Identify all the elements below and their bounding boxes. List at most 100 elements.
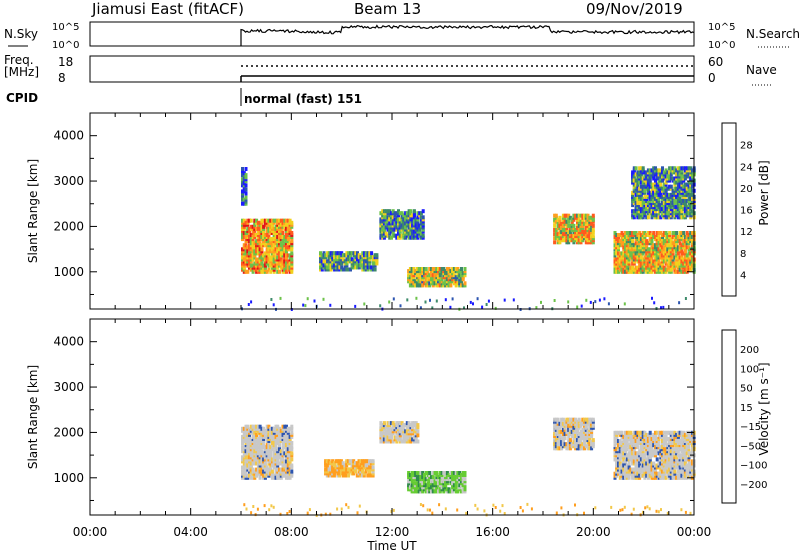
heatmap-cell [682,269,686,274]
heatmap-cell [553,438,557,443]
heatmap-cell [661,471,664,476]
heatmap-cell [382,227,386,232]
heatmap-cell [274,471,278,476]
heatmap-cell [402,429,406,434]
heatmap-cell [244,245,248,250]
heatmap-cell [276,235,280,239]
heatmap-cell [646,461,650,466]
heatmap-cell [431,475,435,480]
heatmap-cell [283,226,287,231]
heatmap-cell [676,255,680,260]
heatmap-cell [272,475,276,480]
heatmap-cell [272,473,276,478]
heatmap-cell [632,269,636,274]
heatmap-cell [251,475,255,480]
heatmap-cell [366,261,370,266]
heatmap-cell [276,243,280,248]
heatmap-cell [636,188,640,193]
heatmap-cell [655,269,659,274]
heatmap-cell [449,475,453,480]
heatmap-cell [627,443,631,448]
heatmap-cell [676,174,680,179]
heatmap-cell [286,222,290,227]
heatmap-cell [428,471,432,475]
heatmap-cell [417,267,421,271]
heatmap-cell [558,429,562,434]
heatmap-cell [454,489,458,494]
heatmap-cell [553,217,557,222]
heatmap-cell [249,457,253,462]
heatmap-cell [283,434,287,439]
heatmap-cell [685,209,689,214]
heatmap-cell [285,249,288,254]
heatmap-cell [558,215,562,220]
heatmap-cell [278,437,281,441]
heatmap-cell [586,417,590,422]
heatmap-cell [624,430,627,435]
heatmap-cell [411,425,415,430]
heatmap-cell [244,451,248,456]
heatmap-cell [638,441,642,445]
heatmap-cell [590,234,594,239]
heatmap-cell [269,231,273,235]
heatmap-cell [400,425,404,430]
heatmap-cell [262,426,266,431]
heatmap-cell [671,471,675,476]
heatmap-cell [414,279,418,284]
heatmap-cell [662,451,666,456]
heatmap-cell [579,446,583,451]
heatmap-cell [563,213,567,218]
heatmap-cell [639,233,643,237]
heatmap-cell [654,245,657,250]
heatmap-cell [251,241,255,246]
heatmap-cell [391,221,395,226]
heatmap-cell [431,269,435,274]
heatmap-cell [631,190,635,195]
heatmap-cell [676,203,680,208]
heatmap-cell [646,457,650,462]
heatmap-cell [286,245,290,250]
heatmap-cell [565,226,569,230]
heatmap-cell [556,226,560,230]
heatmap-cell [671,261,675,266]
heatmap-cell [366,253,370,258]
heatmap-cell [638,170,642,175]
heatmap-cell [242,218,246,223]
heatmap-cell [584,240,588,245]
heatmap-cell [556,446,560,451]
heatmap-cell [691,265,694,270]
heatmap-cell [664,168,668,173]
heatmap-cell [258,231,262,235]
heatmap-cell [276,451,280,456]
heatmap-cell [285,449,288,454]
heatmap-cell [661,213,664,218]
heatmap-cell [288,253,292,258]
heatmap-cell [402,435,406,440]
heatmap-cell [669,461,673,466]
heatmap-cell [417,283,421,288]
heatmap-cell [680,263,684,268]
heatmap-cell [368,261,372,266]
heatmap-cell [676,178,680,183]
heatmap-cell [553,417,557,422]
heatmap-cell [563,421,567,426]
heatmap-cell [332,461,336,466]
heatmap-cell [675,437,679,441]
heatmap-cell [574,417,578,422]
heatmap-cell [338,251,342,256]
heatmap-cell [276,447,280,452]
heatmap-cell [386,435,390,440]
heatmap-cell [675,461,679,466]
heatmap-cell [354,261,358,266]
heatmap-cell [270,441,274,445]
heatmap-cell [553,427,557,432]
heatmap-cell [576,215,579,220]
heatmap-cell [452,483,456,488]
heatmap-cell [639,443,643,448]
heatmap-cell [617,471,620,476]
heatmap-cell [417,477,421,482]
heatmap-cell [391,233,395,238]
heatmap-cell [438,475,442,480]
heatmap-cell [270,469,274,474]
heatmap-cell [371,265,375,270]
